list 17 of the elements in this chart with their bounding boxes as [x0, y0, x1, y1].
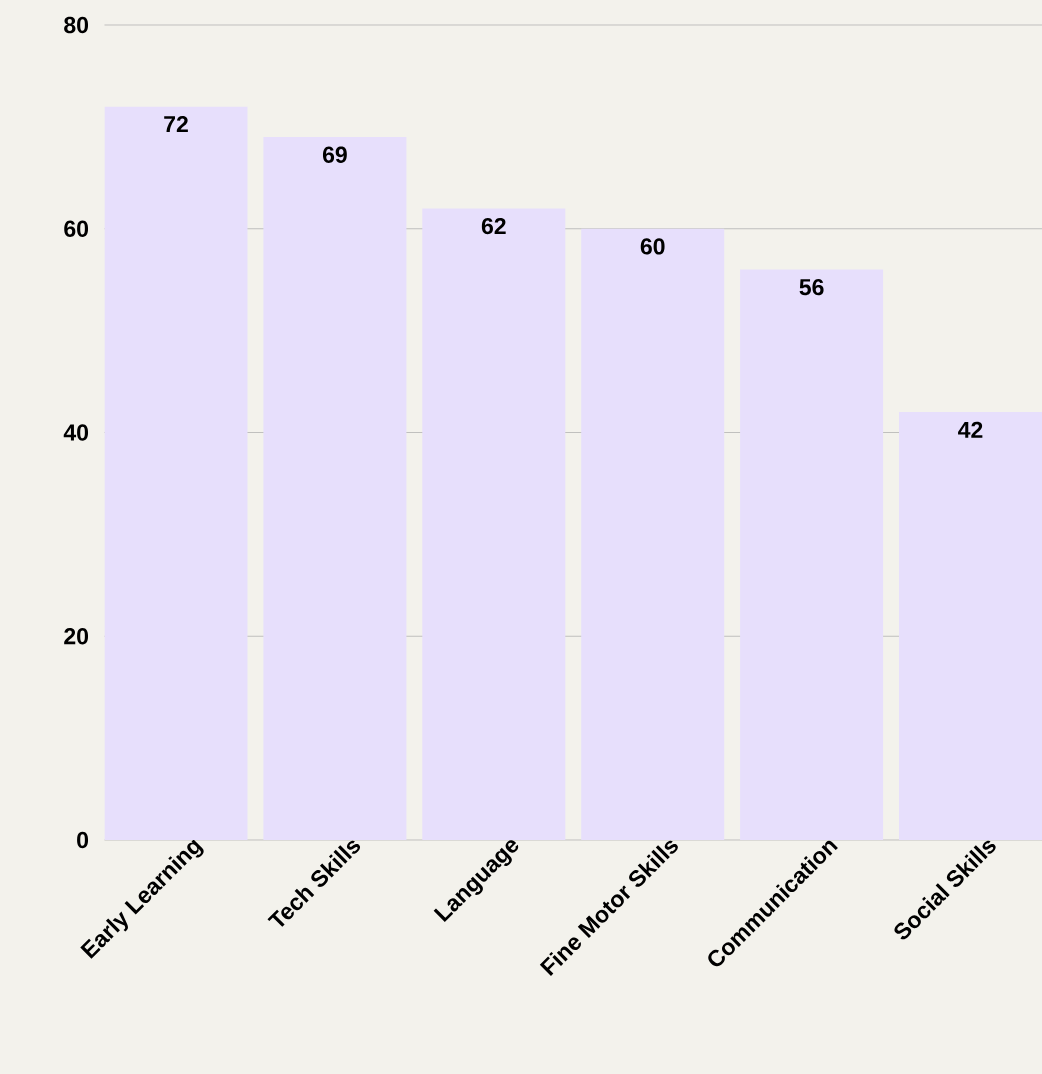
data-label: 60 [640, 238, 665, 255]
bar [263, 137, 407, 840]
y-tick-label: 80 [64, 16, 89, 34]
data-label: 42 [958, 421, 983, 438]
data-label: 72 [164, 116, 188, 133]
y-tick-label: 20 [64, 628, 89, 645]
bar [899, 412, 1042, 840]
data-label: 56 [799, 279, 824, 296]
y-tick-label: 40 [63, 424, 89, 441]
bar [104, 106, 248, 840]
bar [581, 228, 725, 840]
data-label: 62 [481, 217, 506, 235]
bar [422, 208, 566, 840]
bar [740, 269, 884, 840]
y-tick-label: 60 [64, 220, 89, 237]
data-label: 69 [322, 146, 347, 163]
y-tick-label: 0 [77, 831, 89, 849]
